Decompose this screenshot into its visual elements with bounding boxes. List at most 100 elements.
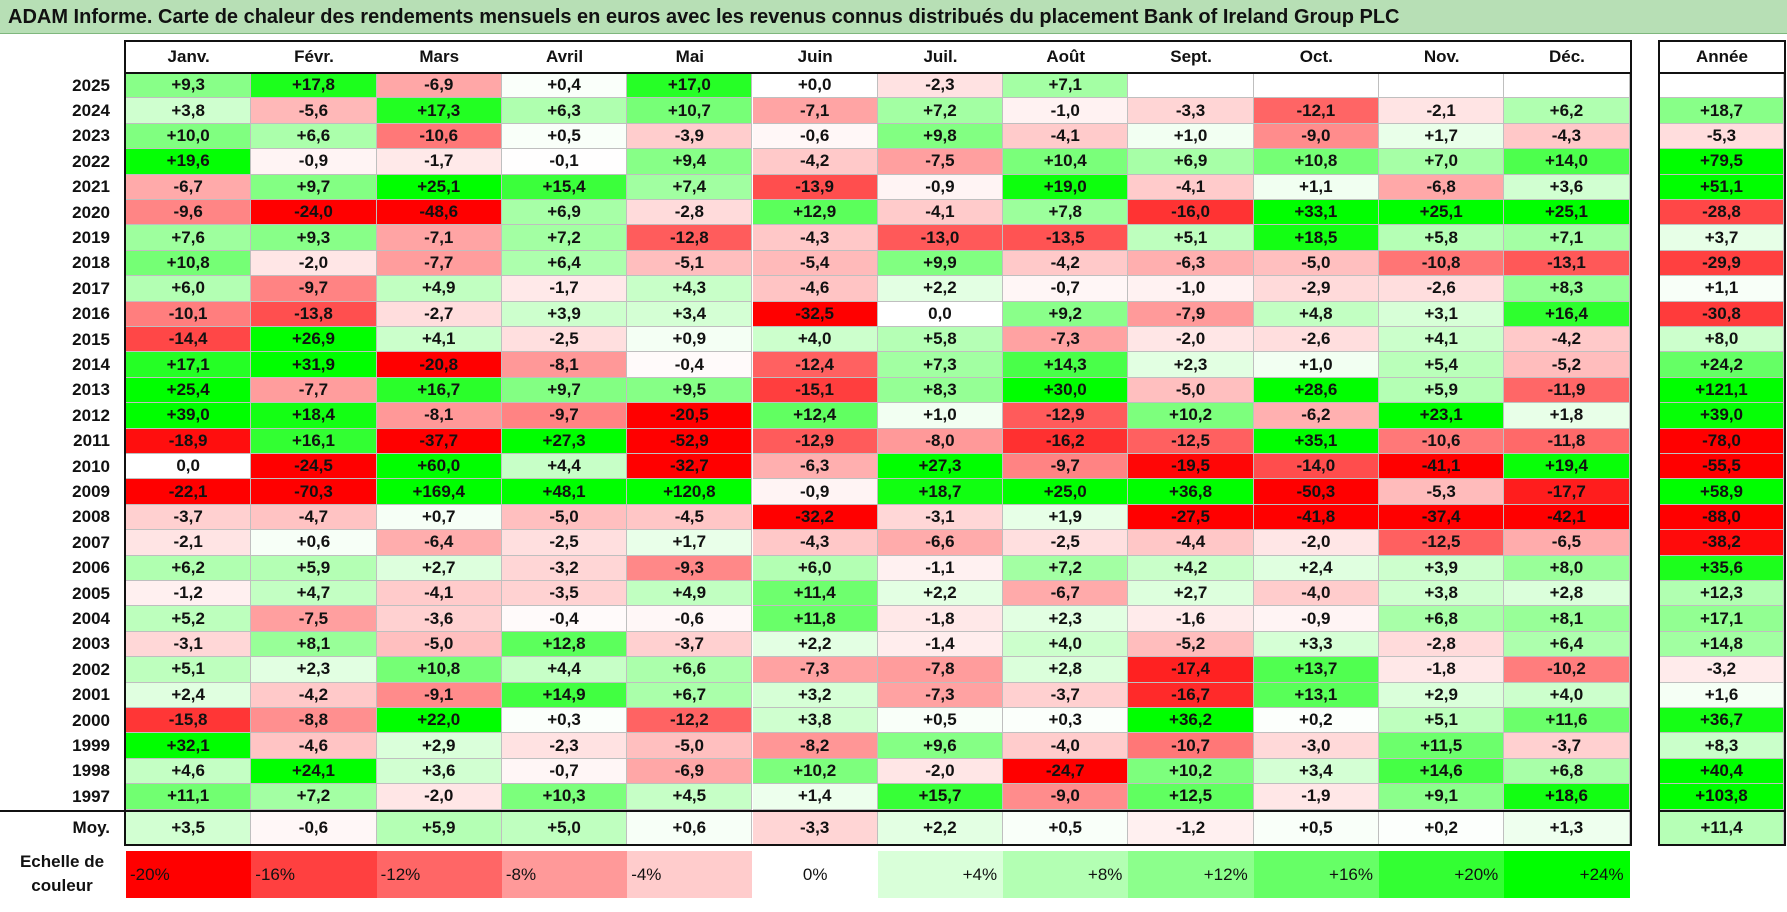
heatmap-cell: -12,5 xyxy=(1379,530,1505,556)
heatmap-cell: +1,4 xyxy=(752,784,878,810)
heatmap-cell: +3,8 xyxy=(126,98,252,124)
color-scale-label-line1: Echelle de xyxy=(19,852,105,871)
heatmap-cell: -0,9 xyxy=(877,174,1004,200)
heatmap-cell: -8,1 xyxy=(501,352,628,378)
heatmap-cell: +10,8 xyxy=(1253,149,1379,175)
annual-cell: -28,8 xyxy=(1660,200,1784,226)
heatmap-cell: -2,0 xyxy=(1253,530,1379,556)
heatmap-cell: +10,8 xyxy=(126,250,252,277)
heatmap-cell: -0,7 xyxy=(1003,276,1129,302)
heatmap-cell: +11,5 xyxy=(1379,733,1505,759)
year-label: 2005 xyxy=(72,583,110,603)
heatmap-cell: -6,3 xyxy=(1128,250,1254,277)
heatmap-cell: -0,7 xyxy=(501,758,628,785)
heatmap-cell: -8,1 xyxy=(376,403,502,429)
heatmap-cell: +6,7 xyxy=(627,682,753,708)
annual-cell xyxy=(1660,73,1784,99)
heatmap-cell: -4,5 xyxy=(627,504,753,531)
heatmap-cell: +4,0 xyxy=(1003,631,1129,658)
heatmap-cell: +5,8 xyxy=(1379,225,1505,251)
heatmap-cell: +7,3 xyxy=(877,352,1004,378)
heatmap-cell: -4,4 xyxy=(1128,530,1254,556)
average-cell: +2,2 xyxy=(877,811,1004,845)
year-label: 2020 xyxy=(72,202,110,222)
heatmap-cell: +2,4 xyxy=(126,682,252,708)
heatmap-cell: -50,3 xyxy=(1253,479,1379,505)
heatmap-cell: +5,2 xyxy=(126,606,252,632)
heatmap-cell: +35,1 xyxy=(1253,428,1379,454)
heatmap-cell: -19,5 xyxy=(1128,454,1254,480)
heatmap-cell: -4,1 xyxy=(877,200,1004,226)
year-label: 2017 xyxy=(72,278,110,298)
heatmap-cell: +120,8 xyxy=(627,479,753,505)
heatmap-cell: -13,8 xyxy=(251,301,377,327)
year-label: 2022 xyxy=(72,151,110,171)
heatmap-cell: -4,6 xyxy=(752,276,878,302)
heatmap-cell: -37,7 xyxy=(376,428,502,454)
average-cell: -1,2 xyxy=(1128,811,1254,845)
heatmap-cell: +2,9 xyxy=(1379,682,1505,708)
color-scale-swatch: +24% xyxy=(1504,851,1630,898)
heatmap-cell: +48,1 xyxy=(501,479,628,505)
heatmap-cell: -4,3 xyxy=(1504,123,1630,150)
heatmap-cell: +1,8 xyxy=(1504,403,1630,429)
heatmap-cell: +2,3 xyxy=(251,657,377,683)
heatmap-cell: +6,6 xyxy=(627,657,753,683)
color-scale-label-line2: couleur xyxy=(31,876,93,895)
heatmap-cell xyxy=(1504,73,1630,99)
heatmap-cell: +3,3 xyxy=(1253,631,1379,658)
heatmap-cell: -1,4 xyxy=(877,631,1004,658)
heatmap-cell: +0,0 xyxy=(752,73,878,99)
heatmap-cell: -2,1 xyxy=(1379,98,1505,124)
average-cell: +0,5 xyxy=(1003,811,1129,845)
heatmap-cell: -10,6 xyxy=(1379,428,1505,454)
heatmap-cell: -5,0 xyxy=(376,631,502,658)
heatmap-cell: +8,3 xyxy=(1504,276,1630,302)
heatmap-cell: +4,1 xyxy=(1379,327,1505,353)
year-label: 2000 xyxy=(72,710,110,730)
year-label: 2023 xyxy=(72,126,110,146)
annual-cell: +24,2 xyxy=(1660,352,1784,378)
heatmap-cell: +5,8 xyxy=(877,327,1004,353)
year-label: 2018 xyxy=(72,253,110,273)
average-cell: -0,6 xyxy=(251,811,377,845)
year-label: 2014 xyxy=(72,355,110,375)
heatmap-cell: -2,0 xyxy=(1128,327,1254,353)
heatmap-cell: +18,4 xyxy=(251,403,377,429)
heatmap-cell: +7,2 xyxy=(251,784,377,810)
heatmap-cell: -27,5 xyxy=(1128,504,1254,531)
heatmap-cell: -5,3 xyxy=(1379,479,1505,505)
heatmap-cell: -24,0 xyxy=(251,200,377,226)
heatmap-cell: -9,1 xyxy=(376,682,502,708)
heatmap-cell: +3,8 xyxy=(1379,581,1505,607)
heatmap-cell: -4,0 xyxy=(1253,581,1379,607)
heatmap-cell: -9,7 xyxy=(501,403,628,429)
heatmap-cell: +5,9 xyxy=(251,555,377,581)
annual-cell: -88,0 xyxy=(1660,504,1784,531)
heatmap-cell: -16,0 xyxy=(1128,200,1254,226)
heatmap-cell: -20,8 xyxy=(376,352,502,378)
heatmap-cell: +2,2 xyxy=(877,276,1004,302)
heatmap-cell: -6,4 xyxy=(376,530,502,556)
heatmap-cell: +10,3 xyxy=(501,784,628,810)
heatmap-cell: -4,2 xyxy=(752,149,878,175)
heatmap-cell: -5,0 xyxy=(627,733,753,759)
heatmap-cell: -6,9 xyxy=(627,758,753,785)
heatmap-cell: +3,2 xyxy=(752,682,878,708)
annual-cell: +1,6 xyxy=(1660,682,1784,708)
month-header: Févr. xyxy=(294,47,334,66)
heatmap-cell: +6,4 xyxy=(501,250,628,277)
heatmap-cell: -37,4 xyxy=(1379,504,1505,531)
heatmap-cell: 0,0 xyxy=(877,301,1004,327)
heatmap-cell: +11,1 xyxy=(126,784,252,810)
average-cell: -3,3 xyxy=(752,811,878,845)
heatmap-cell: -2,0 xyxy=(251,250,377,277)
heatmap-cell: +3,1 xyxy=(1379,301,1505,327)
heatmap-cell: -9,7 xyxy=(251,276,377,302)
heatmap-cell: +3,6 xyxy=(1504,174,1630,200)
heatmap-cell: -7,1 xyxy=(376,225,502,251)
heatmap-cell: -13,9 xyxy=(752,174,878,200)
annual-cell: +79,5 xyxy=(1660,149,1784,175)
year-label: 2025 xyxy=(72,75,110,95)
year-label: 2004 xyxy=(72,609,110,629)
